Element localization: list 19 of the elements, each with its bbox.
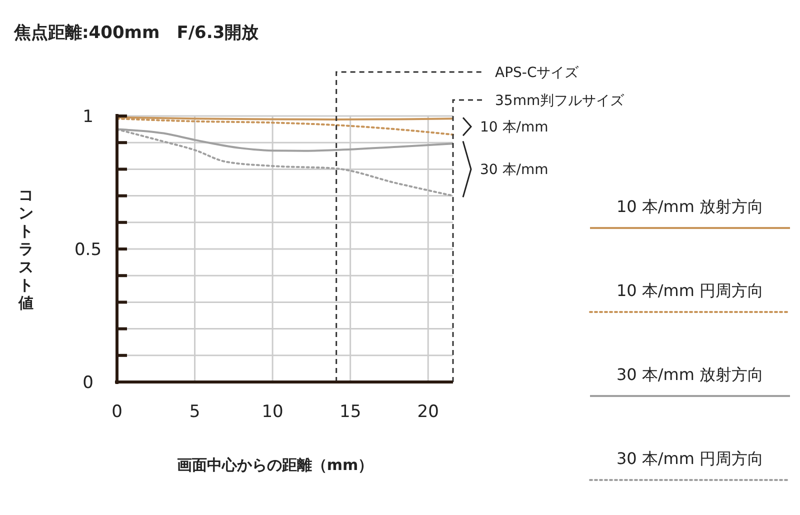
text: 10 本/mm 円周方向 xyxy=(616,281,764,300)
ref-line-label: 35mm判フルサイズ xyxy=(495,93,626,109)
x-tick-label: 5 xyxy=(189,402,200,422)
annotation: 10 本/mm xyxy=(480,120,548,136)
x-tick-label: 0 xyxy=(112,402,122,422)
text: 10 本/mm 放射方向 xyxy=(616,197,764,216)
x-tick-label: 10 xyxy=(262,402,284,422)
ref-line-label: APS-Cサイズ xyxy=(495,65,580,81)
y-tick-label: 0.5 xyxy=(74,240,102,260)
x-tick-label: 20 xyxy=(417,402,439,422)
text: 30 本/mm 円周方向 xyxy=(616,449,764,468)
chart-title: 焦点距離:400mm F/6.3開放 xyxy=(13,23,260,43)
x-tick-label: 15 xyxy=(340,402,362,422)
text: 30 本/mm 放射方向 xyxy=(616,365,764,384)
y-tick-label: 0 xyxy=(82,373,94,393)
y-tick-label: 1 xyxy=(82,107,94,127)
x-axis-title: 画面中心からの距離（mm） xyxy=(176,456,374,474)
y-axis-title: コントラスト値 xyxy=(18,186,34,312)
annotation: 30 本/mm xyxy=(480,162,548,178)
